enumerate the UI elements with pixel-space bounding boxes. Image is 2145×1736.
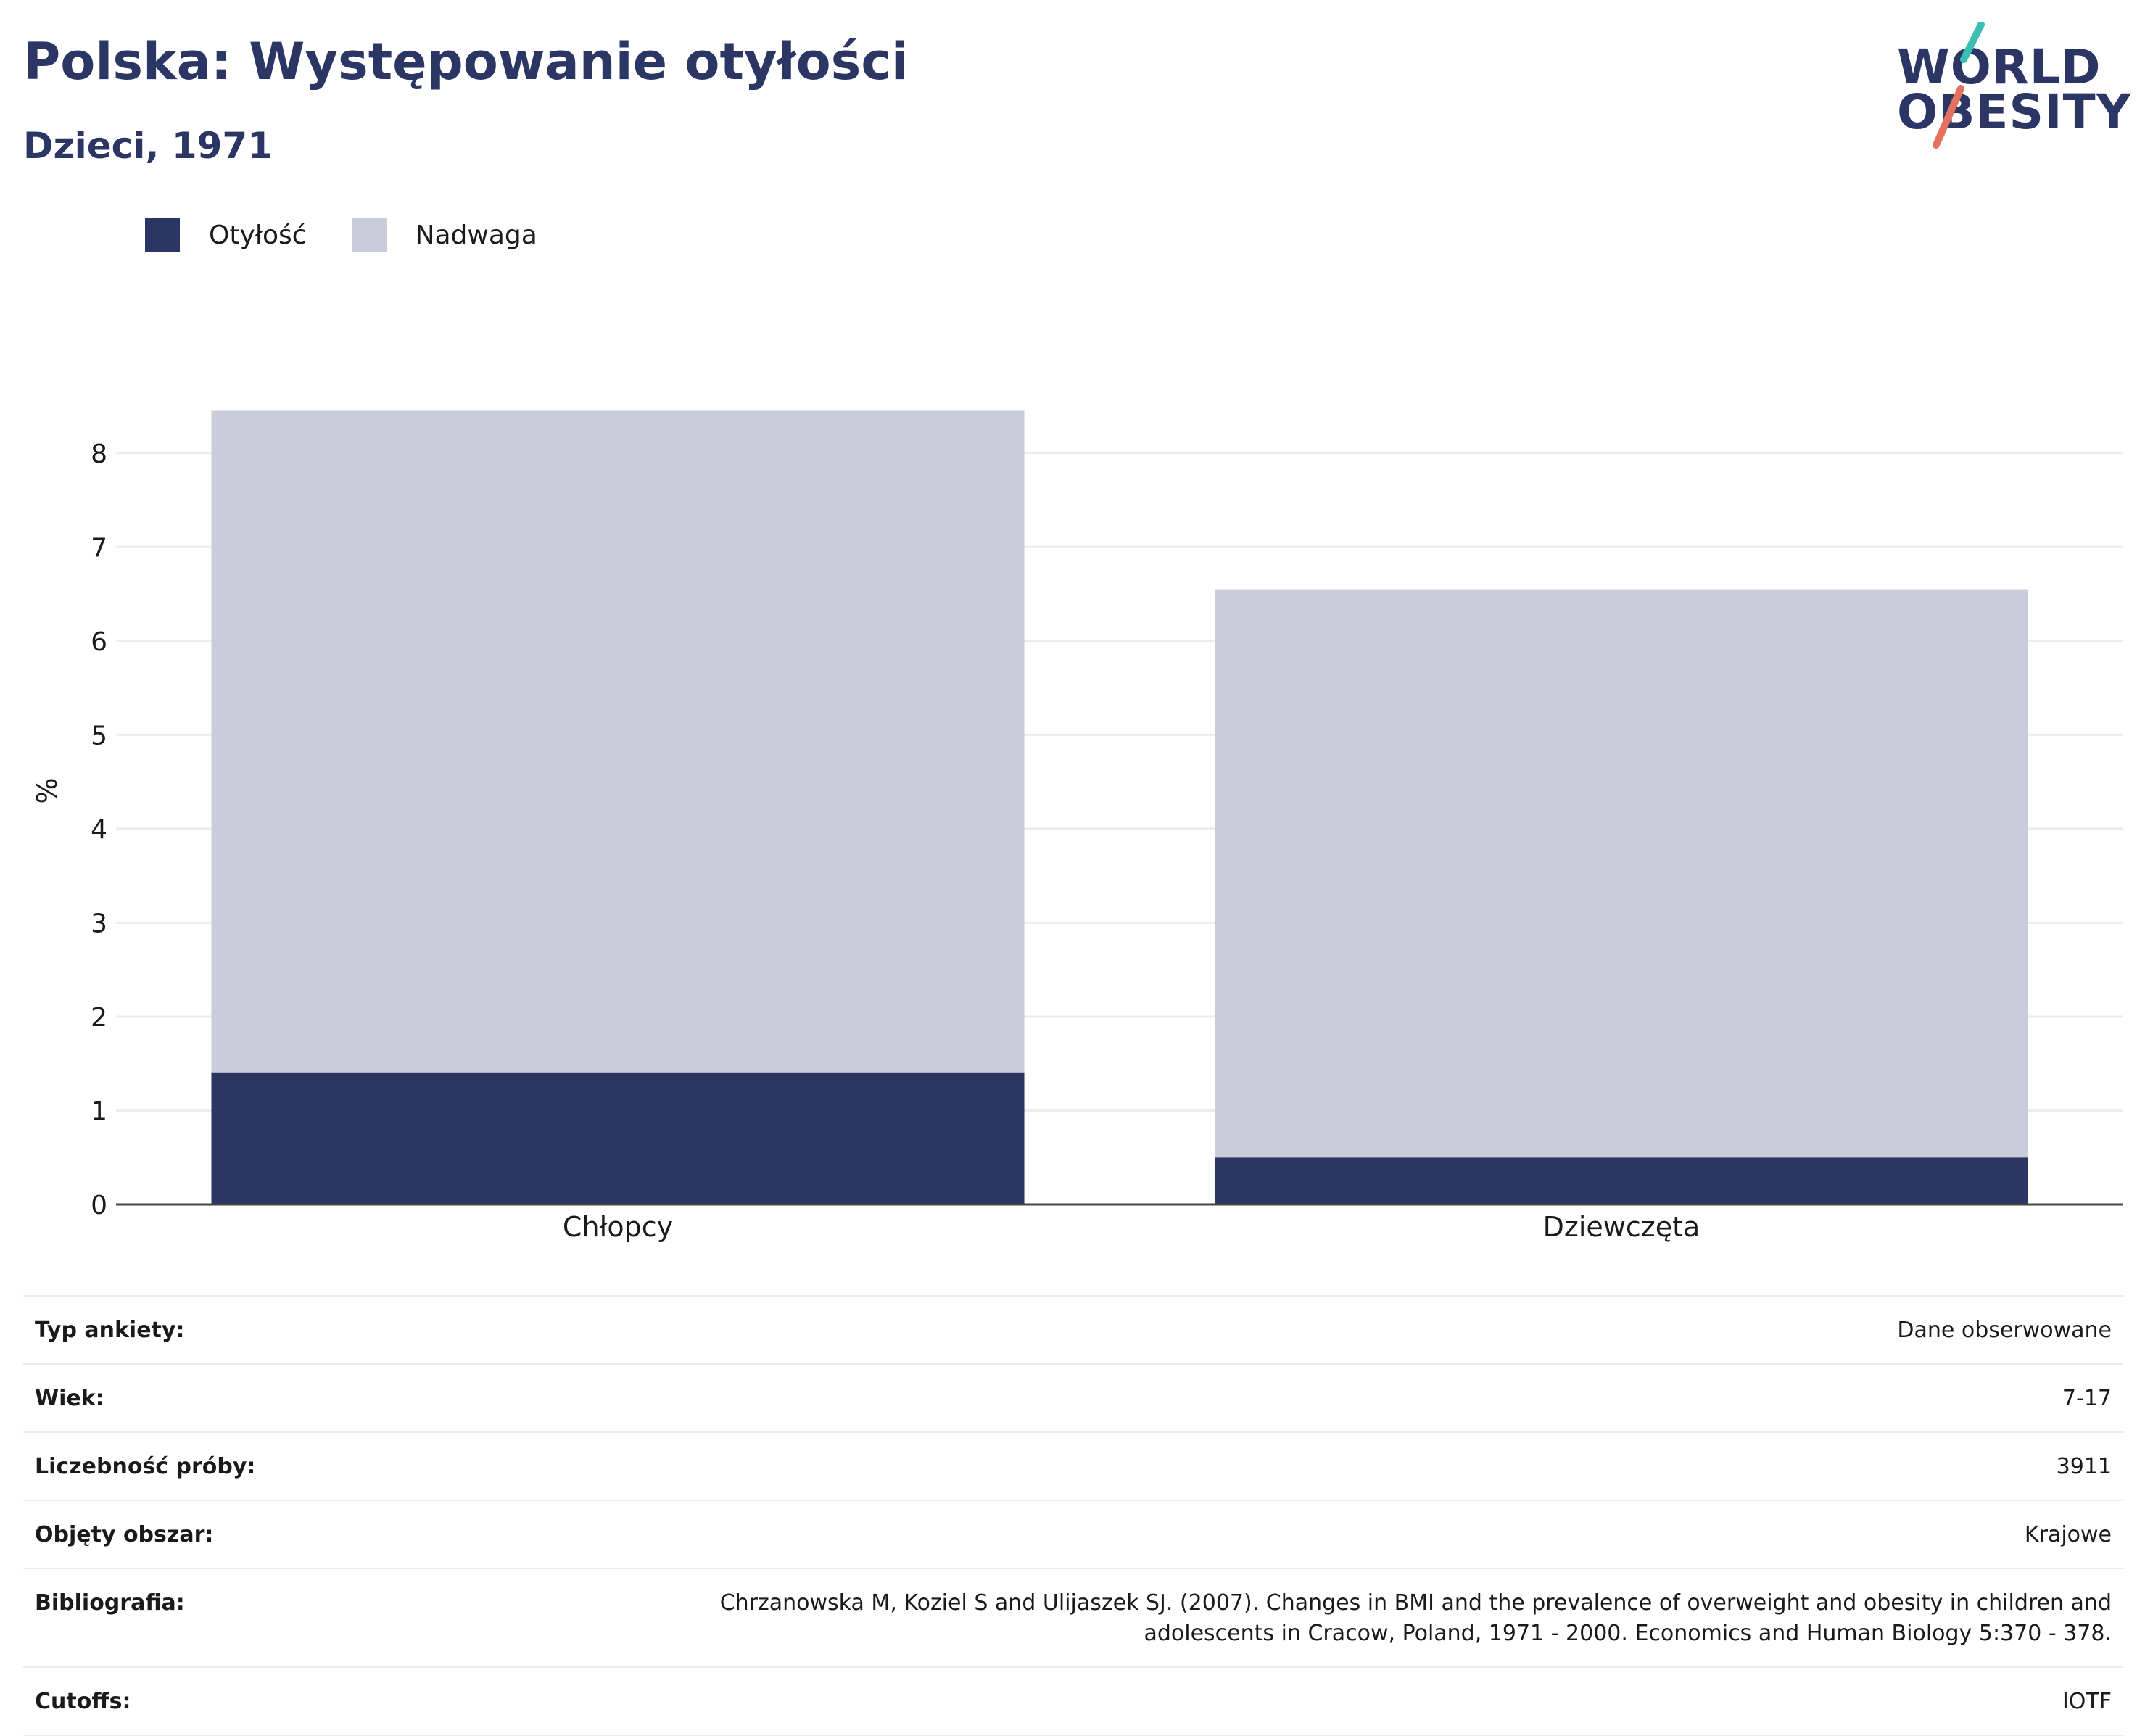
legend-swatch-overweight: [351, 218, 387, 252]
info-row-sample-size: Liczebność próby: 3911: [23, 1433, 2123, 1501]
info-label: Bibliografia:: [35, 1590, 185, 1616]
logo-text-obesity: OBESITY: [1897, 84, 2132, 140]
info-value: Krajowe: [2024, 1522, 2112, 1547]
info-value: Chrzanowska M, Koziel S and Ulijaszek SJ…: [719, 1590, 2112, 1646]
info-label: Liczebność próby:: [35, 1454, 256, 1479]
info-row-age: Wiek: 7-17: [23, 1365, 2123, 1433]
y-tick-label: 7: [91, 533, 107, 563]
info-row-bibliography: Bibliografia: Chrzanowska M, Koziel S an…: [23, 1569, 2123, 1668]
logo-text-world: WORLD: [1897, 39, 2101, 95]
legend-label-overweight: Nadwaga: [415, 220, 537, 250]
chart-legend: Otyłość Nadwaga: [145, 218, 582, 252]
y-axis-label: %: [31, 777, 63, 803]
world-obesity-logo: WORLD OBESITY: [1885, 22, 2132, 152]
x-tick-label: Dziewczęta: [1543, 1211, 1700, 1243]
info-value: 3911: [2056, 1454, 2112, 1479]
info-value: IOTF: [2062, 1689, 2112, 1714]
info-label: Objęty obszar:: [35, 1522, 214, 1547]
bar-obesity-1: [1215, 1157, 2028, 1204]
x-tick-label: Chłopcy: [563, 1211, 673, 1243]
page-subtitle: Dzieci, 1971: [23, 125, 273, 167]
y-tick-label: 1: [91, 1096, 107, 1126]
info-value: 7-17: [2062, 1386, 2112, 1411]
info-row-survey-type: Typ ankiety: Dane obserwowane: [23, 1295, 2123, 1365]
legend-item-overweight[interactable]: Nadwaga: [351, 218, 537, 252]
y-tick-label: 0: [91, 1191, 107, 1220]
info-label: Typ ankiety:: [35, 1318, 185, 1343]
info-row-area: Objęty obszar: Krajowe: [23, 1501, 2123, 1569]
legend-swatch-obesity: [145, 218, 180, 252]
survey-info-table: Typ ankiety: Dane obserwowane Wiek: 7-17…: [23, 1295, 2123, 1736]
y-tick-label: 4: [91, 815, 107, 845]
bar-obesity-0: [211, 1072, 1025, 1204]
info-label: Wiek:: [35, 1386, 104, 1411]
logo-slash-icon: [1933, 22, 1985, 149]
bar-chart: 0 1 2 3 4 5 6 7 8 Chłopcy Dziewczęta%: [31, 410, 2123, 1243]
page-title: Polska: Występowanie otyłości: [23, 32, 909, 91]
y-tick-label: 5: [91, 721, 107, 751]
info-label: Cutoffs:: [35, 1689, 131, 1714]
y-tick-label: 6: [91, 627, 107, 657]
y-tick-label: 8: [91, 439, 107, 469]
info-value: Dane obserwowane: [1897, 1318, 2112, 1343]
bar-overweight-0: [211, 410, 1025, 1073]
bar-overweight-1: [1215, 589, 2028, 1158]
y-tick-label: 3: [91, 909, 107, 938]
y-tick-label: 2: [91, 1003, 107, 1033]
info-row-cutoffs: Cutoffs: IOTF: [23, 1668, 2123, 1736]
legend-label-obesity: Otyłość: [209, 220, 307, 250]
legend-item-obesity[interactable]: Otyłość: [145, 218, 307, 252]
